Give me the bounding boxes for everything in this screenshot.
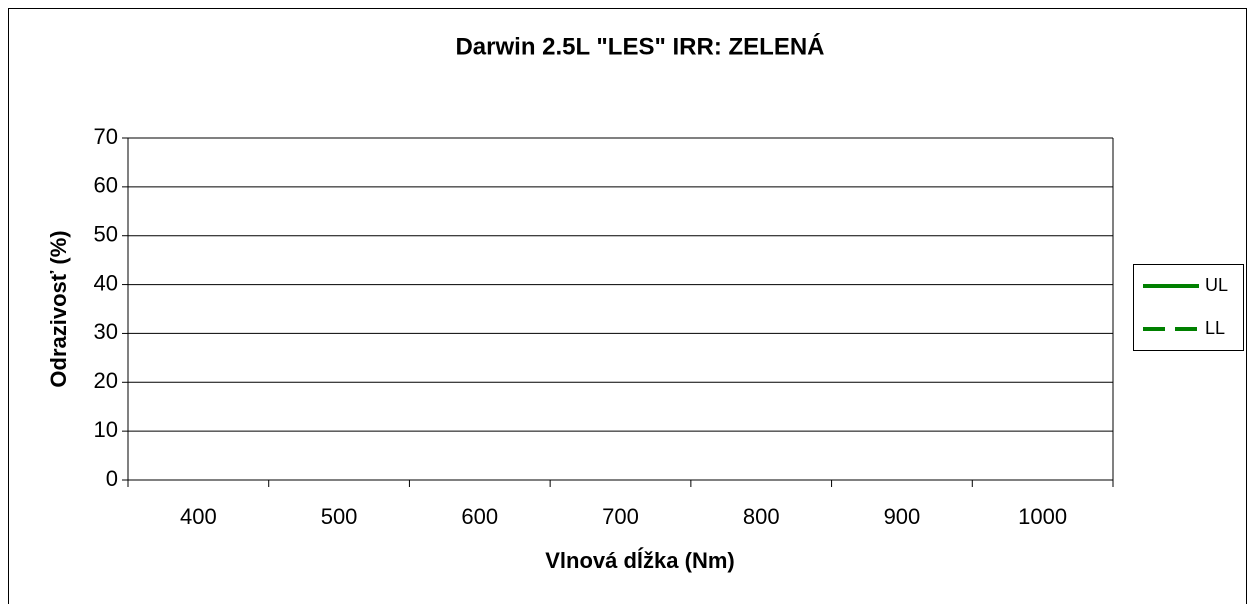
- y-tick-label: 40: [94, 270, 118, 295]
- y-tick-label: 60: [94, 173, 118, 198]
- legend-label: UL: [1205, 275, 1228, 295]
- x-tick-label: 1000: [1018, 504, 1067, 529]
- chart-frame: [8, 8, 1247, 604]
- x-tick-label: 700: [602, 504, 639, 529]
- x-tick-label: 600: [461, 504, 498, 529]
- y-tick-label: 50: [94, 222, 118, 247]
- y-axis-label: Odrazivosť (%): [46, 230, 71, 387]
- y-tick-label: 10: [94, 417, 118, 442]
- legend-label: LL: [1205, 318, 1225, 338]
- y-tick-label: 30: [94, 319, 118, 344]
- y-tick-label: 70: [94, 124, 118, 149]
- x-tick-label: 900: [884, 504, 921, 529]
- x-tick-label: 500: [321, 504, 358, 529]
- legend-box: [1133, 264, 1244, 351]
- chart-title: Darwin 2.5L "LES" IRR: ZELENÁ: [455, 32, 824, 60]
- x-tick-label: 800: [743, 504, 780, 529]
- x-axis-label: Vlnová dĺžka (Nm): [545, 547, 734, 573]
- y-tick-label: 0: [106, 466, 118, 491]
- y-tick-label: 20: [94, 368, 118, 393]
- x-tick-label: 400: [180, 504, 217, 529]
